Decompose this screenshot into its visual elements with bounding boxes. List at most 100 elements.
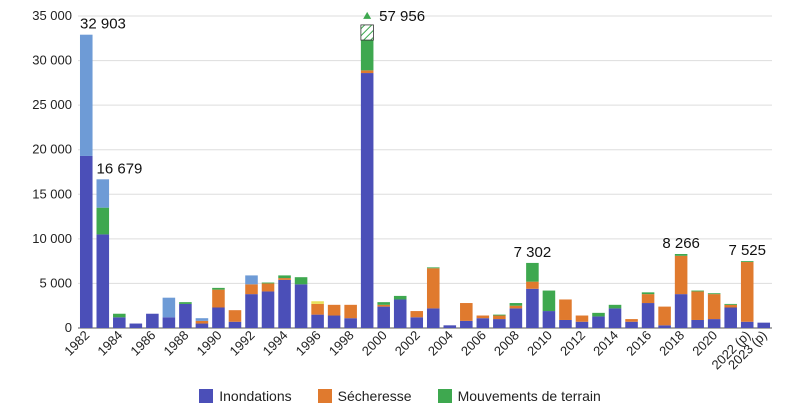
bar-segment	[426, 267, 440, 269]
bar-segment	[691, 291, 704, 320]
bar-segment	[377, 302, 390, 305]
x-tick-label: 2014	[590, 328, 621, 359]
bar-segment	[608, 308, 622, 328]
bar-segment	[162, 317, 176, 328]
bar-segment	[393, 295, 407, 300]
data-label: 16 679	[97, 160, 143, 177]
x-tick-label: 2004	[425, 328, 456, 359]
bar-segment	[426, 268, 440, 309]
x-tick-label: 2010	[524, 328, 555, 359]
bar-segment	[542, 290, 556, 312]
x-tick-label: 2000	[359, 328, 390, 359]
bar-segment	[179, 302, 192, 304]
bar-segment	[526, 262, 539, 282]
x-tick-label: 2018	[656, 328, 687, 359]
bar-segment	[460, 303, 473, 321]
bar-segment	[740, 262, 754, 322]
bar-segment	[575, 321, 589, 328]
bar-segment	[113, 313, 126, 318]
bar-segment	[476, 315, 490, 319]
bar-segment	[740, 261, 754, 263]
bar-segment	[493, 319, 506, 328]
bar-segment	[575, 315, 589, 322]
bar-segment	[757, 322, 771, 328]
bar-segment	[674, 294, 688, 328]
bar-segment	[476, 318, 490, 328]
bar-segment	[327, 304, 341, 316]
bar-segment	[592, 312, 605, 317]
y-tick-label: 10 000	[32, 231, 72, 246]
bar-segment	[212, 289, 225, 308]
bar-segment	[146, 313, 159, 328]
bar-segment	[212, 307, 225, 328]
bar-segment	[526, 281, 539, 289]
bar-segment	[674, 255, 688, 295]
bar-segment	[707, 293, 721, 295]
bar-segment	[658, 306, 671, 326]
bar-segment	[228, 310, 242, 322]
bar-segment	[360, 73, 374, 329]
bar-segment	[740, 321, 754, 328]
bar-segment	[245, 294, 258, 328]
x-tick-label: 2002	[392, 328, 423, 359]
x-tick-label: 2012	[557, 328, 588, 359]
x-axis: 1982 1984 1986 1988 1990 1992 1994 1996 1998 2000…	[61, 328, 770, 373]
bar-segment	[377, 304, 390, 307]
bar-segment	[641, 303, 655, 328]
bar-segment	[195, 318, 209, 321]
x-tick-label: 1996	[293, 328, 324, 359]
bar-segment	[79, 155, 93, 328]
data-labels: 57 956 32 903 16 679 7 302 8 266 7 525	[80, 8, 766, 261]
bar-segment	[707, 294, 721, 320]
bar-segment	[261, 283, 275, 292]
bar-segment	[608, 304, 622, 309]
y-tick-label: 15 000	[32, 186, 72, 201]
bar-segment	[327, 315, 341, 328]
bar-segment	[641, 294, 655, 304]
x-tick-label: 1984	[94, 328, 125, 359]
data-label: 8 266	[662, 235, 700, 252]
bar-segment	[377, 306, 390, 328]
bar-segment	[212, 287, 225, 290]
bar-segment	[294, 284, 308, 328]
x-tick-label: 1988	[160, 328, 191, 359]
bar-segment	[360, 40, 374, 71]
bar-segment	[96, 207, 110, 235]
bar-segment	[509, 303, 523, 306]
bar-segment	[278, 275, 291, 279]
x-tick-label: 1998	[326, 328, 357, 359]
bar-segment	[426, 308, 440, 328]
bar-segment	[245, 284, 258, 295]
bar-segment	[493, 314, 506, 316]
x-tick-label: 2008	[491, 328, 522, 359]
bar-segment	[311, 314, 324, 328]
bar-segment	[724, 304, 737, 308]
bar-segment	[410, 311, 424, 318]
bar-segment	[509, 305, 523, 309]
y-tick-label: 30 000	[32, 53, 72, 68]
bar-segment	[493, 315, 506, 320]
bar-segment	[443, 325, 457, 328]
bar-segment	[294, 277, 308, 285]
legend: Inondations Sécheresse Mouvements de ter…	[0, 388, 800, 404]
x-tick-label: 2006	[458, 328, 489, 359]
bar-segment	[344, 318, 357, 328]
overflow-marker-icon	[363, 11, 372, 19]
bar-segment	[592, 316, 605, 328]
bar-segment	[195, 320, 209, 324]
legend-item-secheresse: Sécheresse	[317, 388, 412, 404]
x-tick-label: 1986	[127, 328, 158, 359]
bar-segment	[691, 290, 704, 292]
legend-label-secheresse: Sécheresse	[337, 388, 412, 404]
x-tick-label: 1990	[194, 328, 225, 359]
bar-segment	[113, 317, 126, 328]
legend-label-mouvements: Mouvements de terrain	[457, 388, 601, 404]
bar-segment	[162, 297, 176, 318]
bar-segment	[311, 301, 324, 304]
x-tick-label: 2016	[623, 328, 654, 359]
bar-segment	[278, 279, 291, 328]
stacked-bar-chart: 0 5 000 10 000 15 000 20 000 25 000 30 000 35 0…	[32, 8, 772, 373]
bar-segment	[311, 303, 324, 315]
y-tick-label: 25 000	[32, 97, 72, 112]
bar-segment	[625, 319, 638, 322]
